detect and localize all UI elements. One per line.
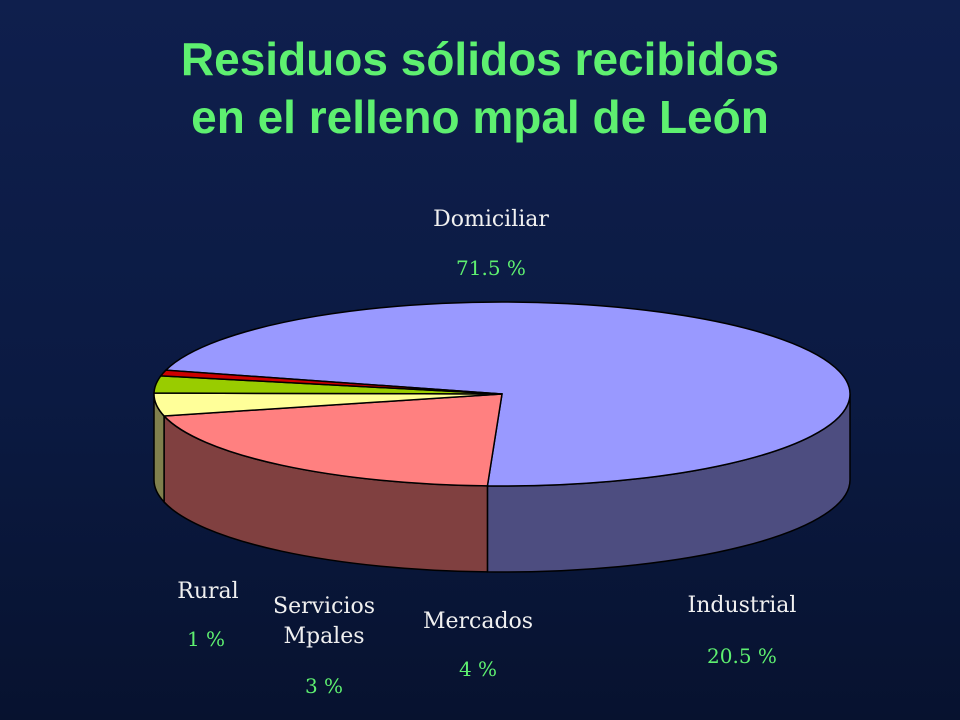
slice-label-domiciliar: Domiciliar — [433, 207, 549, 232]
slice-label-servicios-mpales: Servicios Mpales — [273, 594, 375, 649]
slice-rural — [159, 369, 503, 395]
slice-value-domiciliar: 71.5 % — [456, 256, 526, 280]
pie-side-walls — [153, 393, 851, 573]
slice-industrial — [162, 393, 503, 487]
slice-label-rural: Rural — [177, 579, 238, 604]
slice-value-rural: 1 % — [187, 627, 225, 651]
pie-labels: Domiciliar 71.5 % Industrial 20.5 % Mercados… — [177, 207, 796, 698]
slice-value-industrial: 20.5 % — [707, 644, 777, 668]
slice-value-servicios-mpales: 3 % — [305, 674, 343, 698]
chart-title: Residuos sólidos recibidos en el relleno… — [0, 30, 960, 146]
slice-label-mercados: Mercados — [423, 609, 533, 634]
slice-value-mercados: 4 % — [459, 657, 497, 681]
slice-label-industrial: Industrial — [688, 593, 797, 618]
chart-title-line-1: Residuos sólidos recibidos — [180, 33, 780, 85]
slice-domiciliar — [164, 301, 851, 487]
chart-title-line-2: en el relleno mpal de León — [191, 91, 769, 143]
pie-top-faces — [153, 301, 851, 487]
